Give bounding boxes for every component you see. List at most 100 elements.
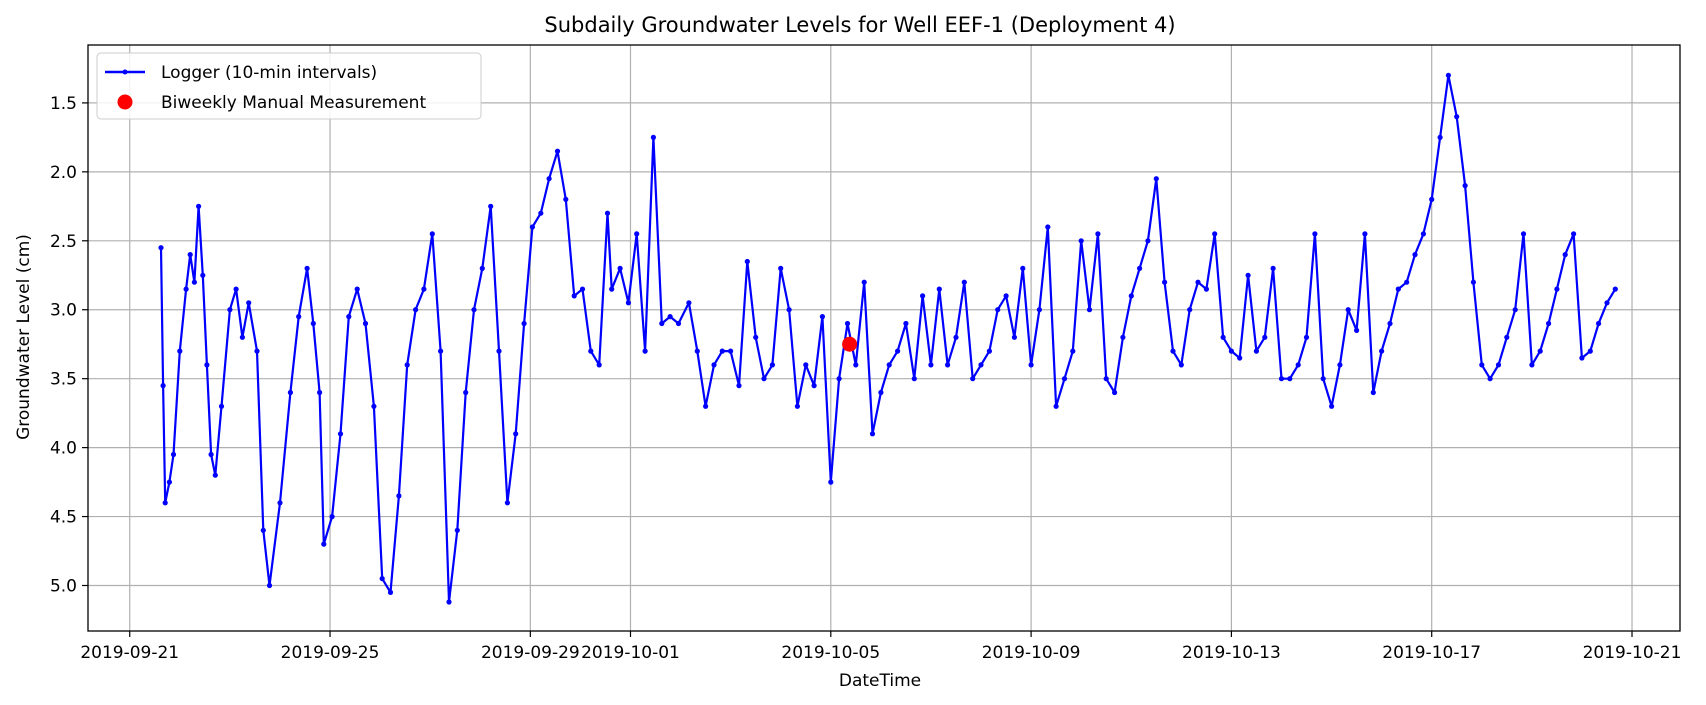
logger-point xyxy=(337,431,344,437)
logger-point xyxy=(604,210,611,216)
logger-point xyxy=(546,176,552,182)
logger-point xyxy=(1554,286,1560,292)
logger-point xyxy=(488,203,494,209)
chart-title: Subdaily Groundwater Levels for Well EEF… xyxy=(544,13,1175,37)
logger-point xyxy=(1028,362,1034,368)
logger-point xyxy=(625,300,632,306)
logger-point xyxy=(1504,334,1510,340)
logger-point xyxy=(1495,362,1502,368)
logger-point xyxy=(479,265,485,271)
logger-point xyxy=(1086,307,1093,313)
logger-point xyxy=(317,389,323,396)
logger-point xyxy=(438,348,444,354)
logger-point xyxy=(786,307,792,313)
logger-point xyxy=(970,376,976,382)
y-tick-label: 5.0 xyxy=(50,576,77,596)
logger-point xyxy=(212,472,218,478)
logger-point xyxy=(1137,265,1143,271)
logger-point xyxy=(617,265,623,271)
manual-measurement-point xyxy=(842,336,858,352)
logger-point xyxy=(304,265,310,271)
logger-point xyxy=(728,348,734,354)
logger-point xyxy=(1420,231,1426,237)
logger-point xyxy=(166,479,172,485)
logger-point xyxy=(227,307,233,313)
logger-point xyxy=(1178,362,1184,368)
legend-label-logger: Logger (10-min intervals) xyxy=(161,63,377,83)
logger-point xyxy=(1354,327,1360,333)
logger-point xyxy=(844,320,851,327)
logger-point xyxy=(529,224,536,230)
logger-point xyxy=(421,286,427,292)
logger-point xyxy=(1379,348,1385,354)
logger-point xyxy=(1479,362,1485,368)
logger-point xyxy=(1187,307,1193,313)
logger-point xyxy=(1128,293,1134,299)
logger-point xyxy=(1404,279,1410,285)
logger-point xyxy=(329,514,335,520)
legend-marker-swatch xyxy=(117,94,133,110)
logger-point xyxy=(686,300,692,306)
logger-point xyxy=(218,403,225,409)
logger-point xyxy=(911,376,917,382)
x-tick-label: 2019-10-09 xyxy=(982,643,1081,663)
logger-point xyxy=(538,210,544,216)
logger-point xyxy=(200,272,206,278)
logger-point xyxy=(675,320,682,327)
logger-point xyxy=(429,231,435,237)
logger-point xyxy=(1571,231,1577,237)
logger-point xyxy=(778,265,784,271)
y-tick-label: 2.0 xyxy=(50,163,77,183)
logger-point xyxy=(769,362,776,368)
logger-point xyxy=(694,348,700,354)
logger-point xyxy=(379,576,385,582)
logger-point xyxy=(1295,362,1301,368)
logger-point xyxy=(233,286,239,292)
x-tick-label: 2019-10-13 xyxy=(1182,643,1281,663)
logger-point xyxy=(978,362,984,368)
legend: Logger (10-min intervals) Biweekly Manua… xyxy=(96,52,482,120)
logger-point xyxy=(986,348,993,354)
logger-point xyxy=(886,362,892,368)
logger-point xyxy=(170,451,177,458)
logger-point xyxy=(1203,286,1209,292)
logger-point xyxy=(1112,389,1118,396)
logger-point xyxy=(634,231,640,237)
logger-point xyxy=(563,196,569,202)
logger-point xyxy=(177,348,183,354)
logger-point xyxy=(254,348,260,354)
logger-point xyxy=(1546,320,1552,327)
logger-point xyxy=(744,258,750,265)
y-tick-label: 1.5 xyxy=(50,94,77,114)
logger-point xyxy=(1278,376,1285,382)
logger-point xyxy=(1437,134,1443,140)
logger-point xyxy=(1462,183,1468,189)
logger-point xyxy=(588,348,594,354)
logger-point xyxy=(961,279,967,285)
logger-point xyxy=(761,376,767,382)
logger-point xyxy=(811,383,817,389)
logger-point xyxy=(187,252,193,258)
logger-point xyxy=(1512,307,1518,313)
y-tick-label: 4.5 xyxy=(50,508,77,528)
logger-point xyxy=(310,320,316,327)
logger-point xyxy=(1245,272,1251,278)
logger-point xyxy=(387,589,394,596)
y-axis-ticks: 1.5 2.0 2.5 3.0 3.5 4.0 4.5 5.0 xyxy=(50,94,88,596)
logger-point xyxy=(1253,348,1259,354)
logger-point xyxy=(853,362,859,368)
logger-point xyxy=(1370,389,1376,396)
logger-point xyxy=(266,582,273,589)
logger-point xyxy=(287,389,293,396)
legend-box xyxy=(96,52,482,120)
logger-point xyxy=(1262,334,1268,340)
logger-point xyxy=(1303,334,1310,340)
logger-point xyxy=(596,362,602,368)
x-axis-label: DateTime xyxy=(839,671,921,691)
logger-point xyxy=(1362,231,1368,237)
x-tick-label: 2019-09-29 xyxy=(481,643,580,663)
logger-point xyxy=(183,286,189,292)
logger-point xyxy=(1520,231,1527,237)
logger-point xyxy=(1562,252,1568,258)
